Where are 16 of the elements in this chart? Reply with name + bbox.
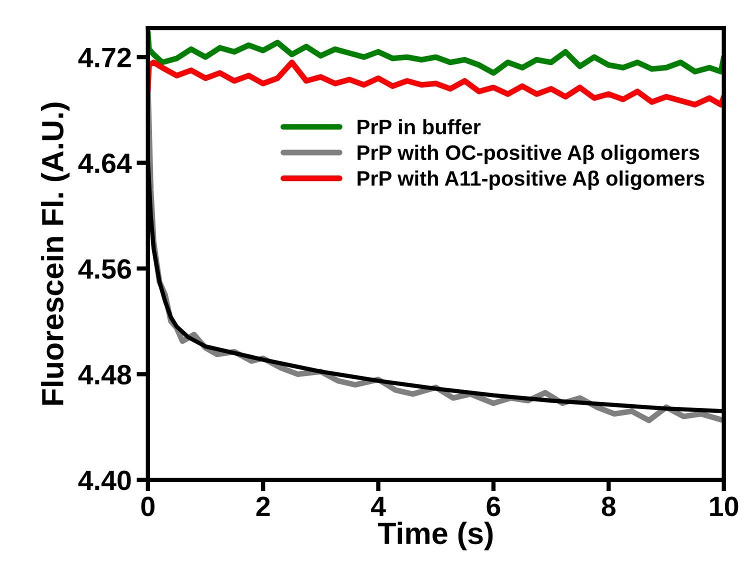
y-tick-label: 4.56 <box>78 259 131 279</box>
legend-label: PrP in buffer <box>358 119 481 134</box>
x-tick-label: 4 <box>370 496 386 516</box>
x-tick-label: 2 <box>256 496 270 516</box>
y-axis-title: Fluorescein Fl. (A.U.) <box>41 102 70 405</box>
y-tick-label: 4.64 <box>78 153 132 174</box>
x-tick-label: 6 <box>486 496 500 516</box>
y-tick-label: 4.48 <box>78 364 132 385</box>
y-tick-label: 4.40 <box>78 470 131 490</box>
y-tick-label: 4.72 <box>78 48 131 68</box>
x-tick-label: 10 <box>710 496 738 516</box>
x-tick-label: 8 <box>602 496 616 516</box>
x-tick-label: 0 <box>141 496 154 516</box>
x-axis-title: Time (s) <box>378 522 493 550</box>
legend-label: PrP with OC-positive Aβ oligomers <box>358 144 700 164</box>
legend-label: PrP with A11-positive Aβ oligomers <box>358 170 704 190</box>
